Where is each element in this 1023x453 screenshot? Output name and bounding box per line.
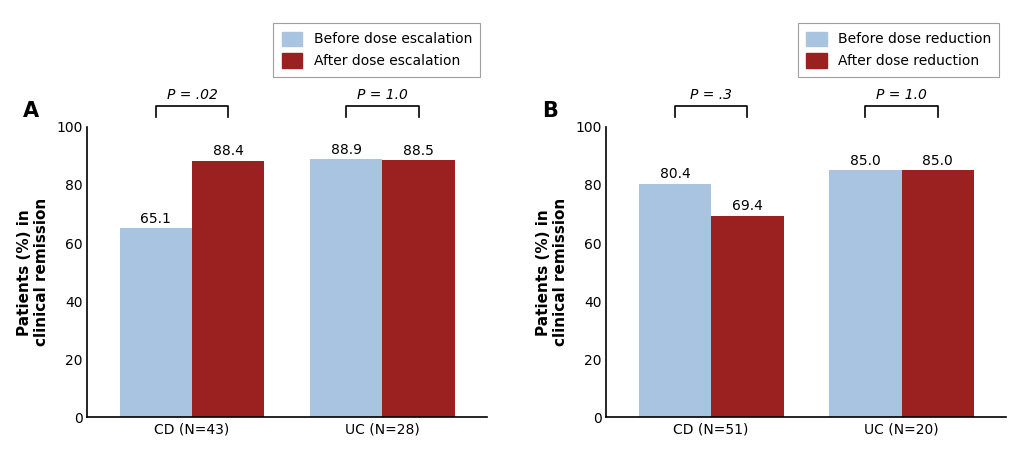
Text: 85.0: 85.0 [850, 154, 881, 168]
Text: 65.1: 65.1 [140, 212, 171, 226]
Bar [830, 170, 901, 418]
Bar [192, 160, 264, 418]
Text: 80.4: 80.4 [660, 168, 691, 182]
Text: 88.9: 88.9 [330, 143, 362, 157]
Bar [120, 228, 192, 418]
Text: 88.4: 88.4 [213, 144, 243, 158]
Text: P = .02: P = .02 [167, 88, 218, 102]
Bar [901, 170, 974, 418]
Text: A: A [24, 101, 39, 121]
Text: P = .3: P = .3 [691, 88, 732, 102]
Text: 88.5: 88.5 [403, 144, 434, 158]
Y-axis label: Patients (%) in
clinical remission: Patients (%) in clinical remission [16, 198, 49, 346]
Legend: Before dose reduction, After dose reduction: Before dose reduction, After dose reduct… [798, 24, 999, 77]
Y-axis label: Patients (%) in
clinical remission: Patients (%) in clinical remission [536, 198, 568, 346]
Bar [711, 216, 784, 418]
Text: P = 1.0: P = 1.0 [357, 88, 408, 102]
Text: B: B [542, 101, 559, 121]
Bar [310, 159, 383, 418]
Text: 85.0: 85.0 [923, 154, 953, 168]
Legend: Before dose escalation, After dose escalation: Before dose escalation, After dose escal… [273, 24, 480, 77]
Bar [638, 184, 711, 418]
Text: 69.4: 69.4 [731, 199, 763, 213]
Text: P = 1.0: P = 1.0 [876, 88, 927, 102]
Bar [383, 160, 455, 418]
